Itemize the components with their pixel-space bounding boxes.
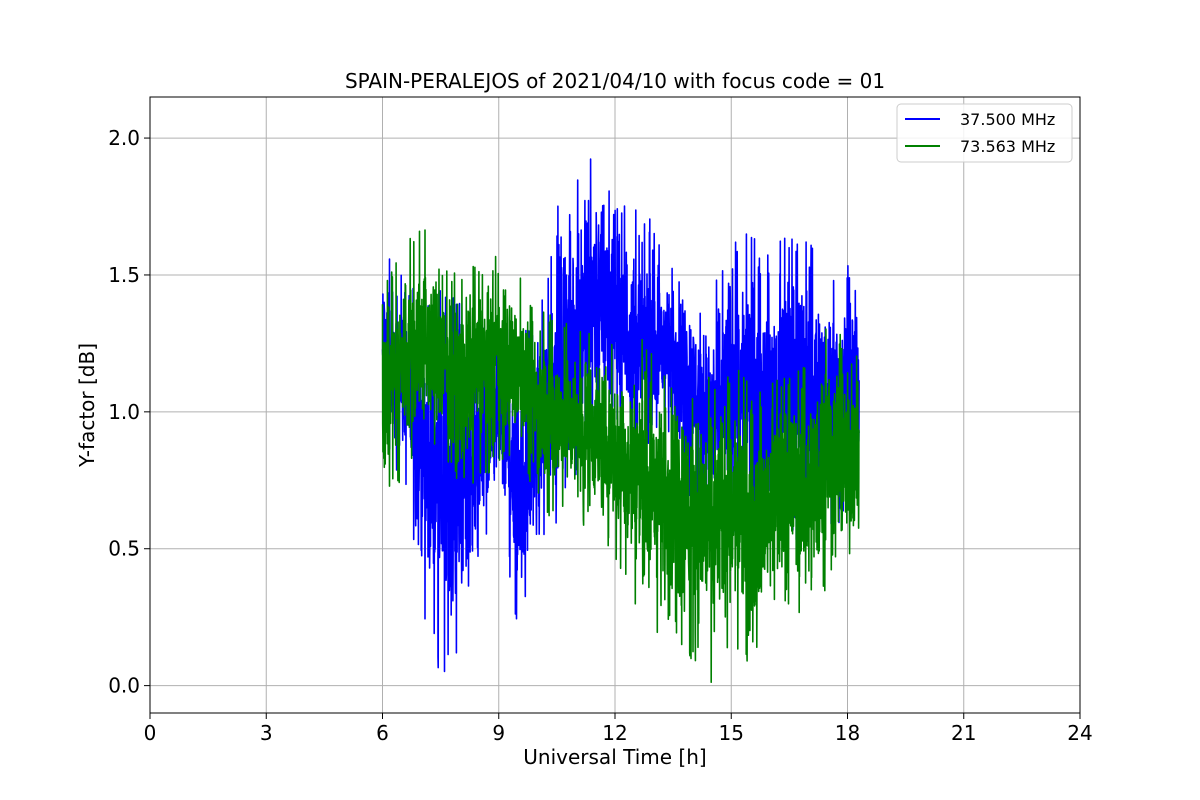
series-line-73563-mhz — [381, 229, 860, 683]
x-tick-label: 24 — [1067, 721, 1092, 745]
x-tick-label: 18 — [835, 721, 860, 745]
y-tick-label: 0.5 — [108, 537, 140, 561]
x-tick-label: 6 — [376, 721, 389, 745]
y-tick-label: 0.0 — [108, 674, 140, 698]
x-tick-label: 21 — [951, 721, 976, 745]
y-tick-label: 1.5 — [108, 263, 140, 287]
series-group — [381, 158, 860, 683]
x-axis: 0 3 6 9 12 15 18 21 24 — [144, 713, 1093, 745]
x-tick-label: 3 — [260, 721, 273, 745]
chart-title: SPAIN-PERALEJOS of 2021/04/10 with focus… — [345, 69, 885, 93]
x-tick-label: 12 — [602, 721, 627, 745]
plot-area — [381, 158, 860, 683]
y-tick-label: 1.0 — [108, 400, 140, 424]
legend: 37.500 MHz 73.563 MHz — [896, 103, 1073, 163]
x-axis-label: Universal Time [h] — [523, 745, 706, 769]
y-axis: 0.0 0.5 1.0 1.5 2.0 — [108, 126, 150, 698]
y-tick-label: 2.0 — [108, 126, 140, 150]
series-line-37500-mhz — [381, 158, 860, 673]
legend-label-37500: 37.500 MHz — [960, 110, 1055, 129]
x-tick-label: 9 — [492, 721, 505, 745]
x-tick-label: 0 — [144, 721, 157, 745]
legend-box — [896, 103, 1073, 163]
legend-label-73563: 73.563 MHz — [960, 137, 1055, 156]
y-axis-label: Y-factor [dB] — [75, 343, 99, 468]
x-tick-label: 15 — [719, 721, 744, 745]
